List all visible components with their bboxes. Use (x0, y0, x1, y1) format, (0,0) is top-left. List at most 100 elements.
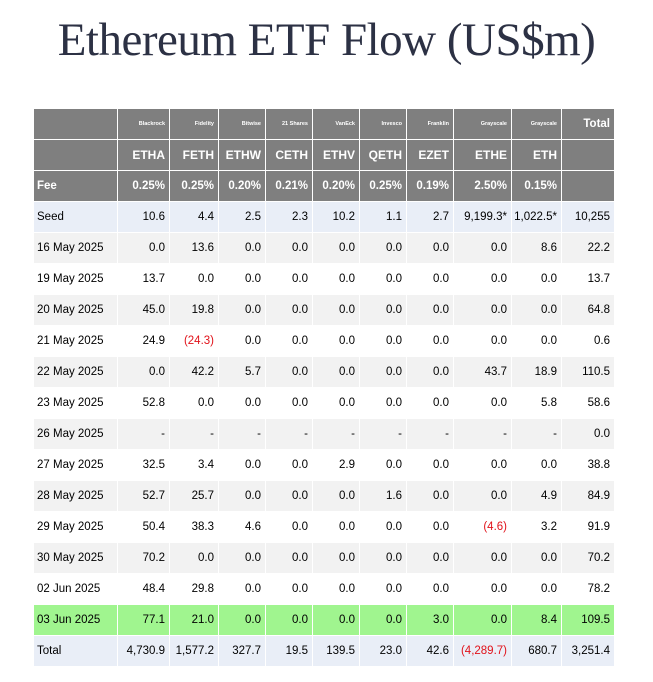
flow-cell: 0.0 (312, 294, 360, 326)
issuer-label: Blackrock (117, 108, 170, 140)
row-total: 38.8 (561, 449, 615, 481)
flow-cell: 0.0 (406, 511, 454, 543)
flow-cell: 8.4 (511, 604, 562, 636)
flow-cell: 0.0 (359, 263, 407, 295)
flow-cell: 0.0 (265, 263, 313, 295)
table-row: 21 May 2025 24.9 (24.3) 0.0 0.0 0.0 0.0 0.0 0.0 0… (33, 325, 615, 357)
row-label: 26 May 2025 (33, 418, 118, 450)
row-total: 22.2 (561, 232, 615, 264)
fee-value: 0.15% (511, 170, 562, 202)
flow-cell: 0.0 (453, 232, 512, 264)
flow-cell: 0.0 (218, 232, 266, 264)
total-header: Total (561, 108, 615, 140)
fee-label: Fee (33, 170, 118, 202)
flow-cell: (4.6) (453, 511, 512, 543)
flow-cell: 3.0 (406, 604, 454, 636)
flow-cell: 0.0 (218, 604, 266, 636)
flow-cell: 0.0 (312, 356, 360, 388)
flow-cell: 4,730.9 (117, 635, 170, 667)
issuer-label: Grayscale (511, 108, 562, 140)
ticker-label: QETH (359, 139, 407, 171)
flow-cell: 0.0 (312, 480, 360, 512)
flow-cell: 2.9 (312, 449, 360, 481)
issuer-label: Franklin (406, 108, 454, 140)
flow-cell: 2.3 (265, 201, 313, 233)
flow-cell: 29.8 (169, 573, 219, 605)
flow-cell: (24.3) (169, 325, 219, 357)
corner-cell (33, 139, 118, 171)
row-label: 16 May 2025 (33, 232, 118, 264)
flow-cell: 0.0 (265, 511, 313, 543)
flow-cell: 19.5 (265, 635, 313, 667)
flow-cell: 0.0 (406, 480, 454, 512)
row-label: 02 Jun 2025 (33, 573, 118, 605)
flow-cell: 13.6 (169, 232, 219, 264)
flow-cell: 42.6 (406, 635, 454, 667)
flow-cell: 0.0 (218, 263, 266, 295)
flow-cell: 24.9 (117, 325, 170, 357)
seed-row: Seed 10.6 4.4 2.5 2.3 10.2 1.1 2.7 9,199.3* 1,022… (33, 201, 615, 233)
row-total: 10,255 (561, 201, 615, 233)
flow-cell: 0.0 (265, 387, 313, 419)
flow-cell: - (265, 418, 313, 450)
flow-cell: 0.0 (453, 604, 512, 636)
flow-cell: 32.5 (117, 449, 170, 481)
flow-cell: 0.0 (511, 573, 562, 605)
table-row: 19 May 2025 13.7 0.0 0.0 0.0 0.0 0.0 0.0 0.0 0.0 1… (33, 263, 615, 295)
flow-cell: 0.0 (117, 356, 170, 388)
flow-cell: 0.0 (265, 480, 313, 512)
flow-cell: 42.2 (169, 356, 219, 388)
flow-cell: 0.0 (218, 387, 266, 419)
flow-cell: 19.8 (169, 294, 219, 326)
flow-cell: 0.0 (359, 511, 407, 543)
flow-cell: 0.0 (406, 449, 454, 481)
issuer-label: Grayscale (453, 108, 512, 140)
flow-cell: - (312, 418, 360, 450)
flow-cell: 21.0 (169, 604, 219, 636)
flow-cell: 0.0 (218, 480, 266, 512)
flow-cell: 1.1 (359, 201, 407, 233)
flow-cell: - (169, 418, 219, 450)
row-label: Total (33, 635, 118, 667)
flow-cell: 0.0 (265, 232, 313, 264)
fee-value: 0.19% (406, 170, 454, 202)
ticker-label: ETHW (218, 139, 266, 171)
flow-cell: 50.4 (117, 511, 170, 543)
row-label: 27 May 2025 (33, 449, 118, 481)
flow-cell: - (406, 418, 454, 450)
ticker-label: CETH (265, 139, 313, 171)
flow-cell: 25.7 (169, 480, 219, 512)
ticker-label: EZET (406, 139, 454, 171)
corner-cell (33, 108, 118, 140)
fee-value: 0.25% (117, 170, 170, 202)
flow-cell: 0.0 (406, 294, 454, 326)
flow-cell: 0.0 (265, 604, 313, 636)
flow-cell: 680.7 (511, 635, 562, 667)
flow-cell: 10.6 (117, 201, 170, 233)
row-total: 64.8 (561, 294, 615, 326)
flow-cell: 52.7 (117, 480, 170, 512)
flow-cell: 0.0 (406, 542, 454, 574)
flow-cell: 0.0 (453, 325, 512, 357)
row-total: 0.0 (561, 418, 615, 450)
flow-cell: 0.0 (406, 356, 454, 388)
flow-cell: 0.0 (359, 604, 407, 636)
flow-cell: 9,199.3* (453, 201, 512, 233)
total-row: Total 4,730.9 1,577.2 327.7 19.5 139.5 23.0 42.… (33, 635, 615, 667)
flow-cell: 0.0 (453, 449, 512, 481)
issuer-label: Bitwise (218, 108, 266, 140)
table-row: 29 May 2025 50.4 38.3 4.6 0.0 0.0 0.0 0.0 (4.6) 3… (33, 511, 615, 543)
table-row: 20 May 2025 45.0 19.8 0.0 0.0 0.0 0.0 0.0 0.0 0.0… (33, 294, 615, 326)
row-total: 109.5 (561, 604, 615, 636)
chart-title: Ethereum ETF Flow (US$m) (57, 14, 596, 66)
flow-cell: 0.0 (265, 294, 313, 326)
flow-cell: 8.6 (511, 232, 562, 264)
flow-cell: 4.9 (511, 480, 562, 512)
flow-cell: 0.0 (359, 542, 407, 574)
row-total: 110.5 (561, 356, 615, 388)
ticker-label: ETHV (312, 139, 360, 171)
flow-cell: 45.0 (117, 294, 170, 326)
flow-cell: 0.0 (406, 325, 454, 357)
flow-cell: 13.7 (117, 263, 170, 295)
etf-flow-table: Blackrock Fidelity Bitwise 21 Shares Van… (33, 108, 615, 667)
